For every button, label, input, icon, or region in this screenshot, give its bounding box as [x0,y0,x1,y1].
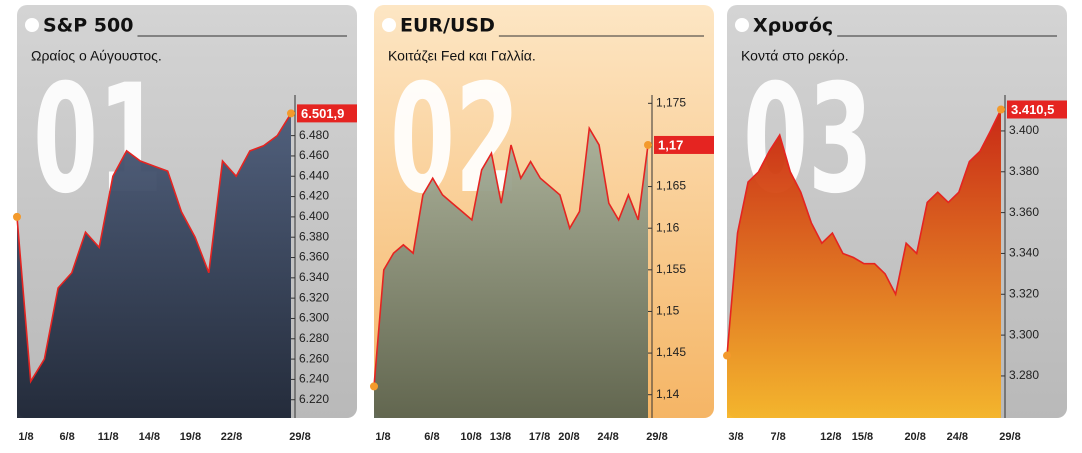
y-tick-label: 6.420 [299,189,329,203]
y-tick-label: 6.380 [299,229,329,243]
value-label-box [654,135,714,154]
x-tick-label: 1/8 [18,431,33,443]
start-dot [13,212,21,221]
x-tick-label: 15/8 [852,431,873,443]
y-tick-label: 1,155 [656,262,686,276]
end-dot [997,105,1005,114]
x-tick-label: 17/8 [529,431,550,443]
price-line [373,125,649,387]
start-dot [370,382,378,391]
x-tick-label: 19/8 [180,431,201,443]
chart-subtitle: Κοντά στο ρεκόρ. [741,48,849,64]
value-label: 3.410,5 [1011,102,1054,117]
chart-title: Χρυσός [753,15,833,37]
price-line [726,109,1002,356]
chart-subtitle: Ωραίος ο Αύγουστος. [31,48,162,64]
x-tick-label: 13/8 [490,431,511,443]
y-tick-label: 6.360 [299,250,329,264]
y-tick-label: 6.400 [299,209,329,223]
y-tick-label: 3.320 [1009,286,1039,300]
value-label: 1,17 [658,137,683,152]
x-tick-label: 29/8 [646,431,667,443]
value-label-box [297,104,357,123]
y-tick-label: 6.320 [299,290,329,304]
y-tick-label: 6.300 [299,311,329,325]
value-label-box [1007,100,1067,119]
y-tick-label: 1,165 [656,179,686,193]
y-tick-label: 1,145 [656,345,686,359]
x-tick-label: 29/8 [289,431,310,443]
x-tick-label: 7/8 [771,431,786,443]
panel: 033.2803.3003.3203.3403.3603.3803.4003.4… [723,5,1067,443]
title-bullet [735,18,749,32]
x-tick-label: 24/8 [597,431,618,443]
chart-title: S&P 500 [43,15,133,37]
y-tick-label: 1,14 [656,387,680,401]
y-tick-label: 3.340 [1009,246,1039,260]
y-tick-label: 6.220 [299,392,329,406]
y-tick-label: 3.380 [1009,164,1039,178]
y-tick-label: 1,15 [656,304,680,318]
title-bullet [25,18,39,32]
y-tick-label: 3.300 [1009,327,1039,341]
start-dot [723,351,731,360]
panel: 016.2206.2406.2606.2806.3006.3206.3406.3… [13,5,357,443]
y-tick-label: 3.360 [1009,205,1039,219]
y-tick-label: 6.280 [299,331,329,345]
y-tick-label: 6.260 [299,351,329,365]
panel: 021,141,1451,151,1551,161,1651,171,1751,… [370,5,714,443]
x-tick-label: 3/8 [728,431,743,443]
title-bullet [382,18,396,32]
end-dot [287,109,295,118]
area [374,128,648,419]
price-line [16,112,292,384]
y-tick-label: 3.400 [1009,123,1039,137]
end-dot [644,140,652,149]
y-tick-label: 1,175 [656,95,686,109]
area [17,113,291,419]
chart-title: EUR/USD [400,15,495,37]
y-tick-label: 6.440 [299,168,329,182]
x-tick-label: 20/8 [558,431,579,443]
x-tick-label: 12/8 [820,431,841,443]
x-tick-label: 14/8 [139,431,160,443]
x-tick-label: 6/8 [59,431,74,443]
x-tick-label: 24/8 [947,431,968,443]
x-tick-label: 10/8 [460,431,481,443]
y-tick-label: 6.240 [299,372,329,386]
x-tick-label: 20/8 [904,431,925,443]
chart-subtitle: Κοιτάζει Fed και Γαλλία. [388,48,536,64]
x-tick-label: 22/8 [221,431,242,443]
x-tick-label: 1/8 [375,431,390,443]
y-tick-label: 3.280 [1009,368,1039,382]
value-label: 6.501,9 [301,106,344,121]
y-tick-label: 6.340 [299,270,329,284]
x-tick-label: 11/8 [98,431,119,443]
x-tick-label: 29/8 [999,431,1020,443]
y-tick-label: 6.460 [299,148,329,162]
x-tick-label: 6/8 [424,431,439,443]
y-tick-label: 6.480 [299,128,329,142]
y-tick-label: 1,16 [656,220,680,234]
